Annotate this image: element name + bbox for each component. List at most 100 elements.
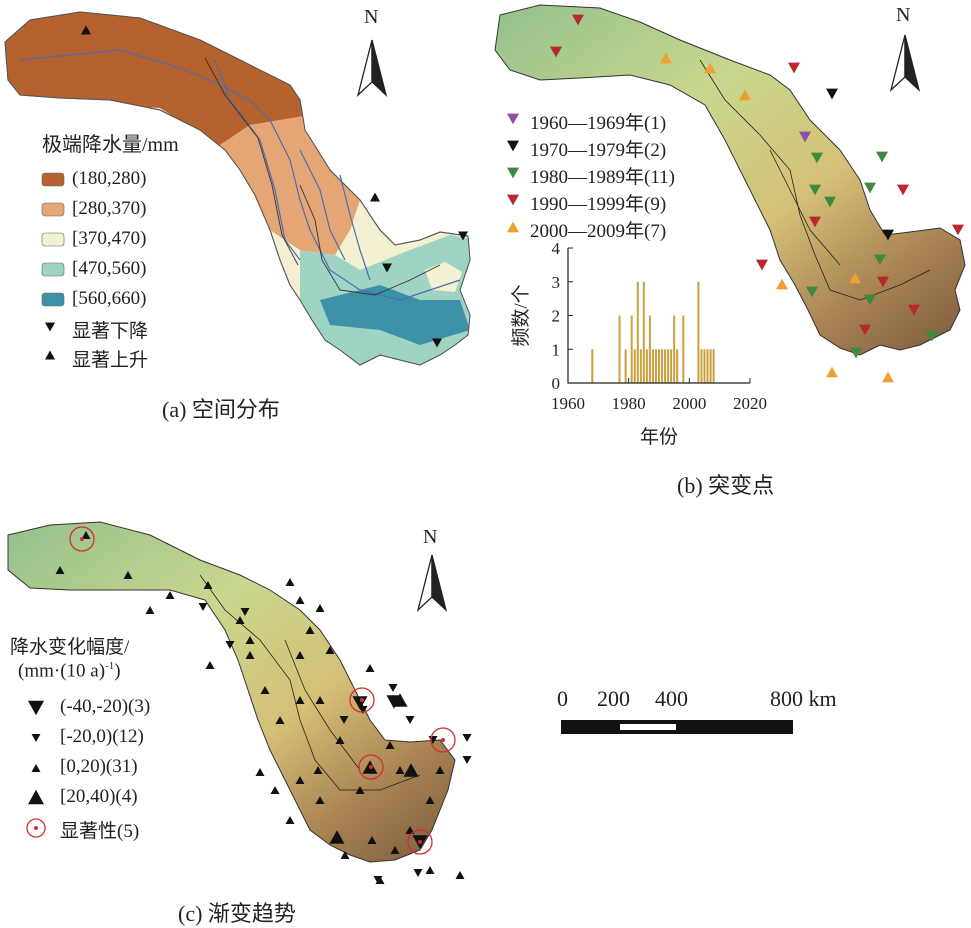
legend-class-2: [280,370) <box>72 198 147 219</box>
station-marker-breakpoint <box>859 324 871 336</box>
station-marker-breakpoint <box>952 224 964 236</box>
caption-a: (a) 空间分布 <box>162 397 280 422</box>
legend-symbol-up-small <box>31 763 41 773</box>
station-marker-rise-small <box>295 775 305 785</box>
station-marker-breakpoint <box>926 330 938 342</box>
scale-label-400: 400 <box>655 686 688 711</box>
legend-symbol-up-large <box>28 789 44 805</box>
station-marker-breakpoint <box>806 286 818 298</box>
north-label-b: N <box>896 4 911 26</box>
legend-sig-down: 显著下降 <box>72 321 149 342</box>
legend-swatch <box>41 262 65 277</box>
station-marker-rise-small <box>203 580 213 590</box>
histogram-bar <box>670 349 673 383</box>
station-marker-rise-small <box>365 663 375 673</box>
station-marker-rise-small <box>335 735 345 745</box>
station-marker-decline-small <box>405 715 415 725</box>
station-marker-decline-small <box>388 683 398 693</box>
station-marker-breakpoint <box>876 151 888 163</box>
legend-symbol-period <box>507 221 519 233</box>
legend-swatch <box>41 232 65 247</box>
significance-dot <box>369 765 373 769</box>
station-marker-rise-small <box>145 605 155 615</box>
histogram-xlabel: 年份 <box>640 426 678 448</box>
station-marker-rise-small <box>425 865 435 875</box>
legend-class-4: [470,560) <box>72 258 147 279</box>
caption-c: (c) 渐变趋势 <box>178 901 296 926</box>
station-marker-rise-small <box>315 795 325 805</box>
legend-symbol-up <box>45 350 55 360</box>
legend-swatch <box>41 202 65 217</box>
station-marker-rise-small <box>81 530 91 540</box>
legend-period-4: 1990—1999年(9) <box>530 194 667 215</box>
station-marker-breakpoint <box>908 304 920 316</box>
station-marker-rise-small <box>55 565 65 575</box>
breakpoint-histogram: 0 1 2 3 4 1960 1980 2000 2020 年份 频数/个 <box>510 239 767 448</box>
north-arrow-c <box>416 554 448 612</box>
station-marker-breakpoint <box>756 259 768 271</box>
station-marker-breakpoint <box>826 88 838 100</box>
legend-symbol-period <box>507 167 519 179</box>
station-marker-rise-small <box>255 767 265 777</box>
station-marker-breakpoint <box>826 366 838 378</box>
scale-label-800: 800 km <box>770 686 837 711</box>
significance-ring <box>69 526 95 552</box>
station-marker-rise-small <box>285 815 295 825</box>
significance-ring <box>430 727 456 753</box>
station-marker-rise-small <box>390 845 400 855</box>
legend-symbol-significance-dot <box>34 826 38 830</box>
station-marker-breakpoint <box>550 46 562 58</box>
station-marker-rise-small <box>165 590 175 600</box>
histogram-bar <box>676 349 679 383</box>
station-marker-breakpoint <box>897 184 909 196</box>
histogram-bar <box>639 349 642 383</box>
significance-dot <box>441 738 445 742</box>
histogram-bar <box>673 315 676 383</box>
histogram-bar <box>642 281 645 383</box>
station-marker-breakpoint <box>877 276 889 288</box>
histogram-bar <box>648 315 651 383</box>
legend-symbol-significance <box>26 818 46 838</box>
histogram-bar <box>618 315 621 383</box>
north-label-c: N <box>423 526 438 548</box>
station-marker-decline-small <box>240 607 250 617</box>
histogram-bar <box>706 349 709 383</box>
station-marker-breakpoint <box>849 272 861 284</box>
significance-dot <box>418 840 422 844</box>
station-marker-breakpoint <box>660 52 672 64</box>
station-marker-rise-small <box>260 685 270 695</box>
x-tick-label: 2020 <box>733 394 767 413</box>
station-marker-rise-small <box>270 785 280 795</box>
station-marker-decline-small <box>462 733 472 743</box>
histogram-bar <box>667 349 670 383</box>
station-marker-breakpoint <box>739 89 751 101</box>
station-marker-breakpoint <box>882 229 894 241</box>
station-marker-breakpoint <box>864 182 876 194</box>
station-marker-rise-small <box>367 835 377 845</box>
station-marker-rise-small <box>395 765 405 775</box>
histogram-bar <box>682 315 685 383</box>
station-marker-rise-small <box>325 645 335 655</box>
station-marker-rise-small <box>305 625 315 635</box>
station-marker-breakpoint <box>874 254 886 266</box>
station-marker-breakpoint <box>776 278 788 290</box>
station-marker-rise-small <box>435 765 445 775</box>
legend-period-2: 1970—1979年(2) <box>530 140 667 161</box>
station-marker-rise-small <box>355 785 365 795</box>
legend-symbol-period <box>507 194 519 206</box>
station-marker-rise-small <box>315 695 325 705</box>
significance-ring <box>349 687 375 713</box>
station-marker-decline-small <box>198 602 208 612</box>
station-marker-breakpoint <box>572 14 584 26</box>
x-tick-label: 2000 <box>672 394 706 413</box>
caption-b: (b) 突变点 <box>677 473 775 498</box>
legend-class-1: (180,280) <box>72 168 147 189</box>
zone-280-370 <box>220 115 360 255</box>
y-tick-label: 3 <box>552 273 561 292</box>
station-marker-down <box>458 231 468 241</box>
station-marker-breakpoint <box>799 131 811 143</box>
histogram-bar <box>661 349 664 383</box>
station-marker-rise-small <box>340 850 350 860</box>
station-marker-up <box>81 25 91 35</box>
legend-symbol-down-large <box>28 700 44 716</box>
